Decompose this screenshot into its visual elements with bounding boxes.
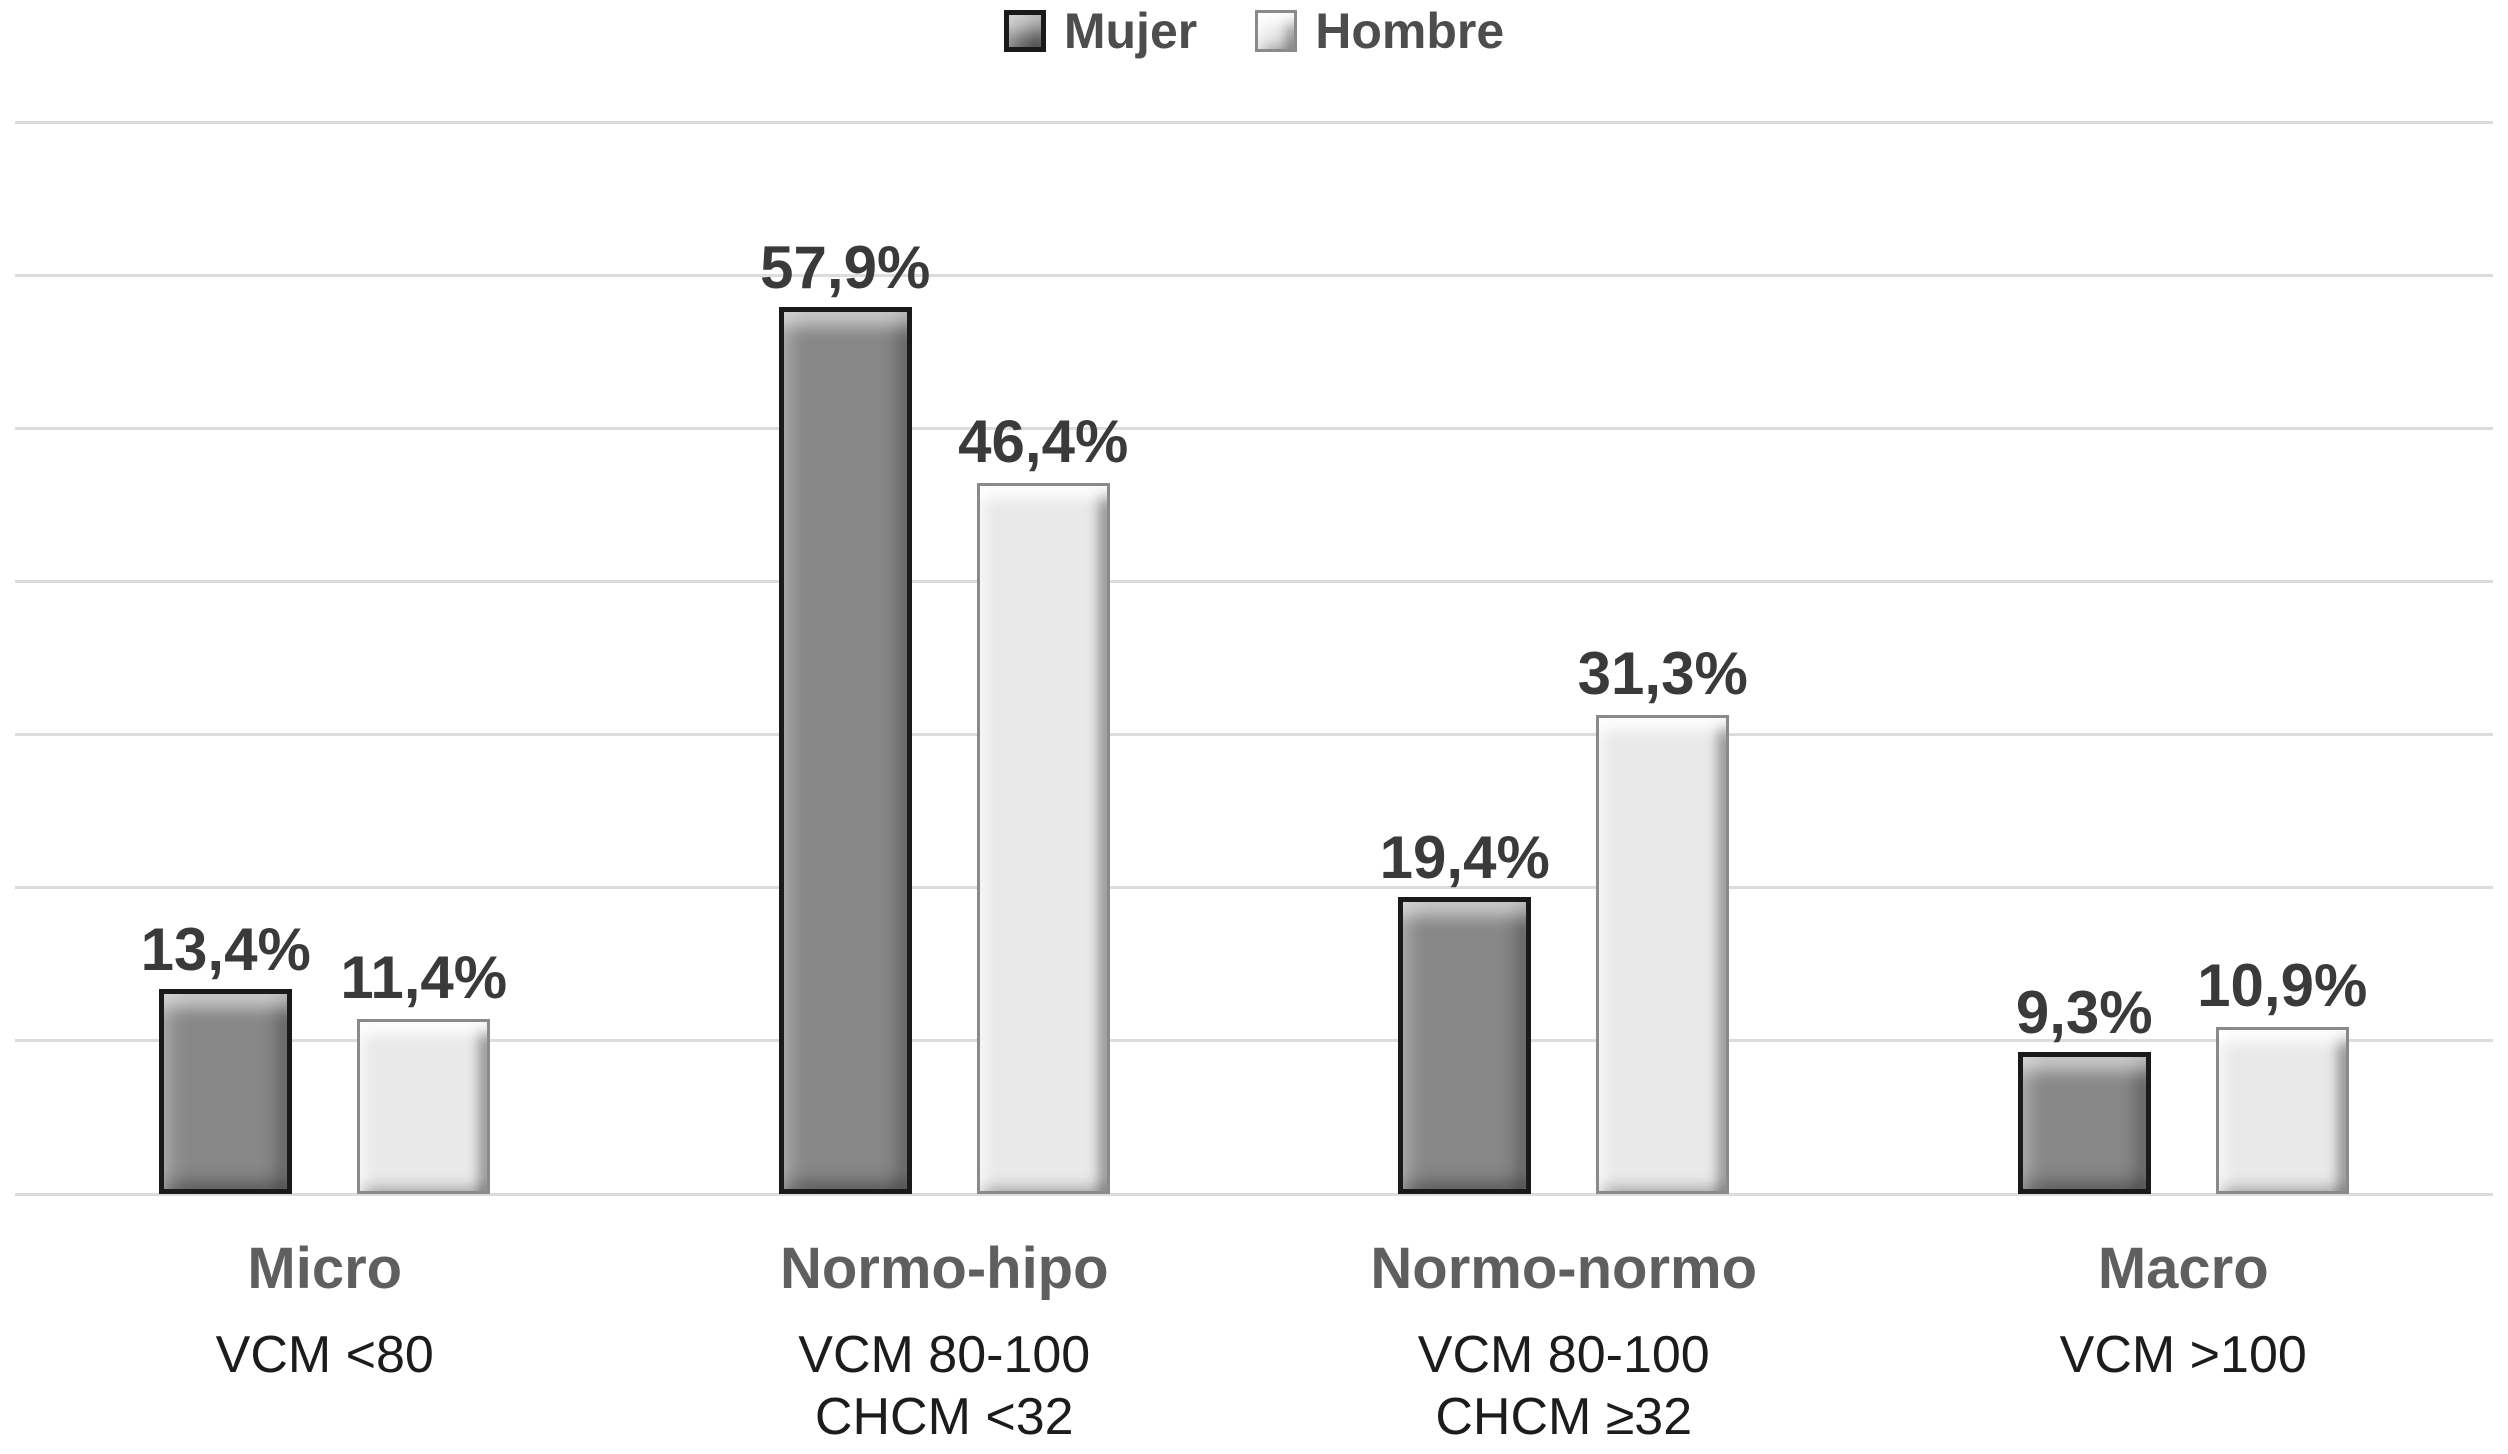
value-label-hombre-macro: 10,9% [2197, 952, 2368, 1020]
category-sublabel-line: VCM <80 [215, 1326, 434, 1384]
bar-hombre-macro: 10,9% [2197, 956, 2367, 1194]
category-normo-normo: Normo-normo VCM 80-100 CHCM ≥32 [1244, 1236, 1884, 1448]
value-label-mujer-normo-normo: 19,4% [1379, 823, 1550, 891]
category-sublabel-line: VCM >100 [2059, 1326, 2307, 1384]
bar-hombre-normo-normo: 31,3% [1578, 643, 1748, 1194]
gridline-50pct [15, 426, 2493, 430]
gridline-0pct [15, 1192, 2493, 1196]
gridline-60pct [15, 273, 2493, 277]
category-normo-hipo: Normo-hipo VCM 80-100 CHCM <32 [624, 1236, 1264, 1448]
value-label-mujer-micro: 13,4% [140, 915, 311, 983]
category-sublabel-micro: VCM <80 [5, 1324, 645, 1386]
bar-hombre-micro: 11,4% [340, 948, 507, 1194]
gridline-20pct [15, 886, 2493, 890]
category-sublabel-line: CHCM <32 [814, 1388, 1074, 1446]
category-macro: Macro VCM >100 [1863, 1236, 2503, 1386]
value-label-hombre-normo-hipo: 46,4% [958, 408, 1129, 476]
category-micro: Micro VCM <80 [5, 1236, 645, 1386]
category-sublabel-normo-normo: VCM 80-100 CHCM ≥32 [1244, 1324, 1884, 1448]
value-label-hombre-micro: 11,4% [340, 944, 508, 1012]
value-label-mujer-normo-hipo: 57,9% [760, 234, 931, 302]
gridline-30pct [15, 733, 2493, 737]
bar-hombre-normo-hipo: 46,4% [958, 412, 1128, 1194]
legend-marker-mujer-icon [1003, 10, 1046, 52]
gridline-40pct [15, 579, 2493, 583]
category-name-macro: Macro [2097, 1236, 2269, 1301]
category-name-normo-normo: Normo-normo [1370, 1236, 1758, 1301]
category-sublabel-line: CHCM ≥32 [1435, 1388, 1693, 1446]
value-label-mujer-macro: 9,3% [2015, 978, 2153, 1046]
chart-legend: Mujer Hombre [0, 6, 2508, 56]
category-sublabel-line: VCM 80-100 [1417, 1326, 1710, 1384]
bar-mujer-macro: 9,3% [2016, 982, 2153, 1194]
plot-area: 13,4% 11,4% 57,9% 46,4% 19,4% 31,3% 9,3% 10,9% [15, 120, 2493, 1196]
legend-marker-hombre-icon [1255, 10, 1298, 52]
bar-mujer-micro: 13,4% [141, 919, 311, 1194]
gridline-10pct [15, 1039, 2493, 1043]
gridline-70pct [15, 120, 2493, 124]
category-sublabel-macro: VCM >100 [1863, 1324, 2503, 1386]
value-label-hombre-normo-normo: 31,3% [1577, 639, 1748, 707]
category-sublabel-normo-hipo: VCM 80-100 CHCM <32 [624, 1324, 1264, 1448]
bar-mujer-normo-hipo: 57,9% [760, 238, 930, 1194]
category-sublabel-line: VCM 80-100 [798, 1326, 1091, 1384]
category-name-micro: Micro [247, 1236, 403, 1301]
bar-mujer-normo-normo: 19,4% [1380, 827, 1550, 1194]
legend-label-mujer: Mujer [1063, 3, 1198, 59]
legend-label-hombre: Hombre [1315, 3, 1505, 59]
legend-item-mujer: Mujer [1003, 3, 1198, 59]
category-name-normo-hipo: Normo-hipo [779, 1236, 1109, 1301]
legend-item-hombre: Hombre [1255, 6, 1504, 56]
